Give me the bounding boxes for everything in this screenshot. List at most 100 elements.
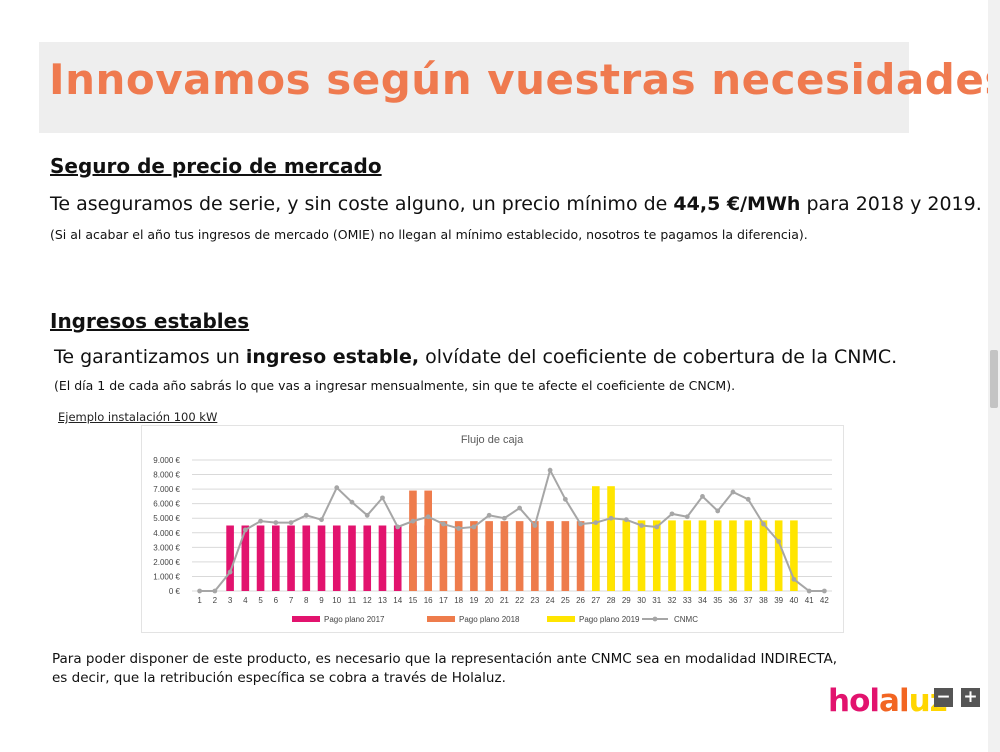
cnmc-point bbox=[486, 512, 492, 518]
scrollbar-thumb[interactable] bbox=[990, 350, 998, 408]
cnmc-point bbox=[349, 499, 355, 505]
legend-swatch bbox=[292, 616, 320, 622]
cnmc-point bbox=[395, 524, 401, 530]
cnmc-point bbox=[441, 521, 446, 527]
cnmc-point bbox=[212, 588, 218, 594]
bar bbox=[744, 520, 752, 591]
zoom-in-button[interactable]: + bbox=[961, 688, 980, 707]
cnmc-point bbox=[501, 515, 507, 521]
section-text-ingresos: Te garantizamos un ingreso estable, olví… bbox=[54, 346, 897, 368]
y-tick-label: 0 € bbox=[169, 587, 181, 596]
x-tick-label: 16 bbox=[424, 596, 433, 605]
bar bbox=[302, 525, 311, 591]
cnmc-point bbox=[715, 508, 721, 514]
cnmc-point bbox=[547, 467, 553, 473]
y-tick-label: 3.000 € bbox=[153, 543, 180, 552]
x-tick-label: 13 bbox=[378, 596, 387, 605]
cnmc-point bbox=[471, 524, 477, 530]
x-tick-label: 4 bbox=[243, 596, 248, 605]
section-note-ingresos: (El día 1 de cada año sabrás lo que vas … bbox=[54, 378, 736, 393]
x-tick-label: 24 bbox=[546, 596, 555, 605]
bar bbox=[683, 520, 692, 591]
x-tick-label: 21 bbox=[500, 596, 509, 605]
legend-label: Pago plano 2018 bbox=[459, 615, 520, 624]
cnmc-point bbox=[258, 518, 263, 524]
bar bbox=[652, 520, 661, 591]
logo-letter: u bbox=[908, 683, 931, 719]
chart-title: Flujo de caja bbox=[461, 434, 524, 446]
bar bbox=[774, 520, 783, 591]
bar bbox=[790, 520, 798, 591]
x-tick-label: 7 bbox=[289, 596, 294, 605]
x-tick-label: 18 bbox=[454, 596, 463, 605]
section-heading-ingresos: Ingresos estables bbox=[50, 309, 250, 333]
bar bbox=[637, 520, 646, 591]
text-part: Te garantizamos un bbox=[54, 346, 246, 368]
cnmc-point bbox=[303, 512, 309, 518]
x-tick-label: 9 bbox=[319, 596, 324, 605]
y-tick-label: 4.000 € bbox=[153, 529, 180, 538]
logo-letter: h bbox=[828, 683, 850, 719]
cnmc-point bbox=[821, 588, 827, 594]
zoom-out-button[interactable]: − bbox=[934, 688, 953, 707]
bar bbox=[759, 520, 768, 591]
bar bbox=[241, 525, 250, 591]
x-tick-label: 40 bbox=[789, 596, 798, 605]
bar bbox=[348, 525, 356, 591]
cnmc-point bbox=[730, 489, 736, 495]
bar bbox=[272, 525, 280, 591]
x-tick-label: 3 bbox=[228, 596, 233, 605]
bar bbox=[561, 521, 570, 591]
cnmc-point bbox=[532, 523, 538, 528]
x-tick-label: 28 bbox=[607, 596, 616, 605]
x-tick-label: 14 bbox=[393, 596, 402, 605]
footer-line-1: Para poder disponer de este producto, es… bbox=[52, 651, 837, 667]
section-note-seguro: (Si al acabar el año tus ingresos de mer… bbox=[50, 227, 808, 242]
x-tick-label: 35 bbox=[713, 596, 722, 605]
cnmc-point bbox=[227, 569, 233, 575]
x-tick-label: 33 bbox=[683, 596, 692, 605]
holaluz-logo: holaluz bbox=[828, 683, 948, 719]
legend-label: Pago plano 2019 bbox=[579, 615, 640, 624]
bar bbox=[515, 521, 524, 591]
chart-caption: Ejemplo instalación 100 kW bbox=[58, 410, 218, 424]
x-tick-label: 25 bbox=[561, 596, 570, 605]
x-tick-label: 20 bbox=[485, 596, 494, 605]
x-tick-label: 1 bbox=[197, 596, 202, 605]
cnmc-point bbox=[197, 588, 203, 594]
x-tick-label: 34 bbox=[698, 596, 707, 605]
x-tick-label: 39 bbox=[774, 596, 783, 605]
page-title: Innovamos según vuestras necesidades bbox=[49, 55, 1000, 104]
footer-line-2: es decir, que la retribución específica … bbox=[52, 670, 506, 686]
cnmc-point bbox=[791, 576, 797, 582]
cashflow-chart: Flujo de caja 0 € 1.000 € 2.000 € 3.000 € 4.0… bbox=[153, 434, 832, 624]
bar bbox=[607, 486, 615, 591]
x-tick-label: 31 bbox=[652, 596, 661, 605]
cnmc-point bbox=[456, 526, 462, 531]
x-tick-label: 19 bbox=[469, 596, 478, 605]
bar bbox=[332, 525, 341, 591]
cashflow-chart-container: Flujo de caja 0 € 1.000 € 2.000 € 3.000 € 4.0… bbox=[141, 425, 844, 633]
y-tick-label: 8.000 € bbox=[153, 471, 180, 480]
bar bbox=[576, 521, 585, 591]
cnmc-point bbox=[334, 485, 340, 491]
bar bbox=[393, 525, 402, 591]
title-banner: Innovamos según vuestras necesidades bbox=[39, 42, 1000, 133]
x-tick-label: 30 bbox=[637, 596, 646, 605]
cnmc-point bbox=[700, 493, 705, 499]
cnmc-point bbox=[319, 517, 324, 523]
x-tick-label: 32 bbox=[668, 596, 677, 605]
cnmc-point bbox=[684, 514, 690, 520]
price-highlight: 44,5 €/MWh bbox=[673, 193, 801, 215]
bar bbox=[668, 520, 676, 591]
x-tick-label: 5 bbox=[258, 596, 263, 605]
logo-letter: l bbox=[898, 683, 910, 719]
cnmc-point bbox=[288, 520, 294, 525]
bar bbox=[226, 525, 234, 591]
bar bbox=[424, 490, 432, 591]
section-text-seguro: Te aseguramos de serie, y sin coste algu… bbox=[50, 193, 982, 215]
x-tick-label: 10 bbox=[332, 596, 341, 605]
bar bbox=[256, 525, 265, 591]
cnmc-point bbox=[517, 505, 523, 511]
